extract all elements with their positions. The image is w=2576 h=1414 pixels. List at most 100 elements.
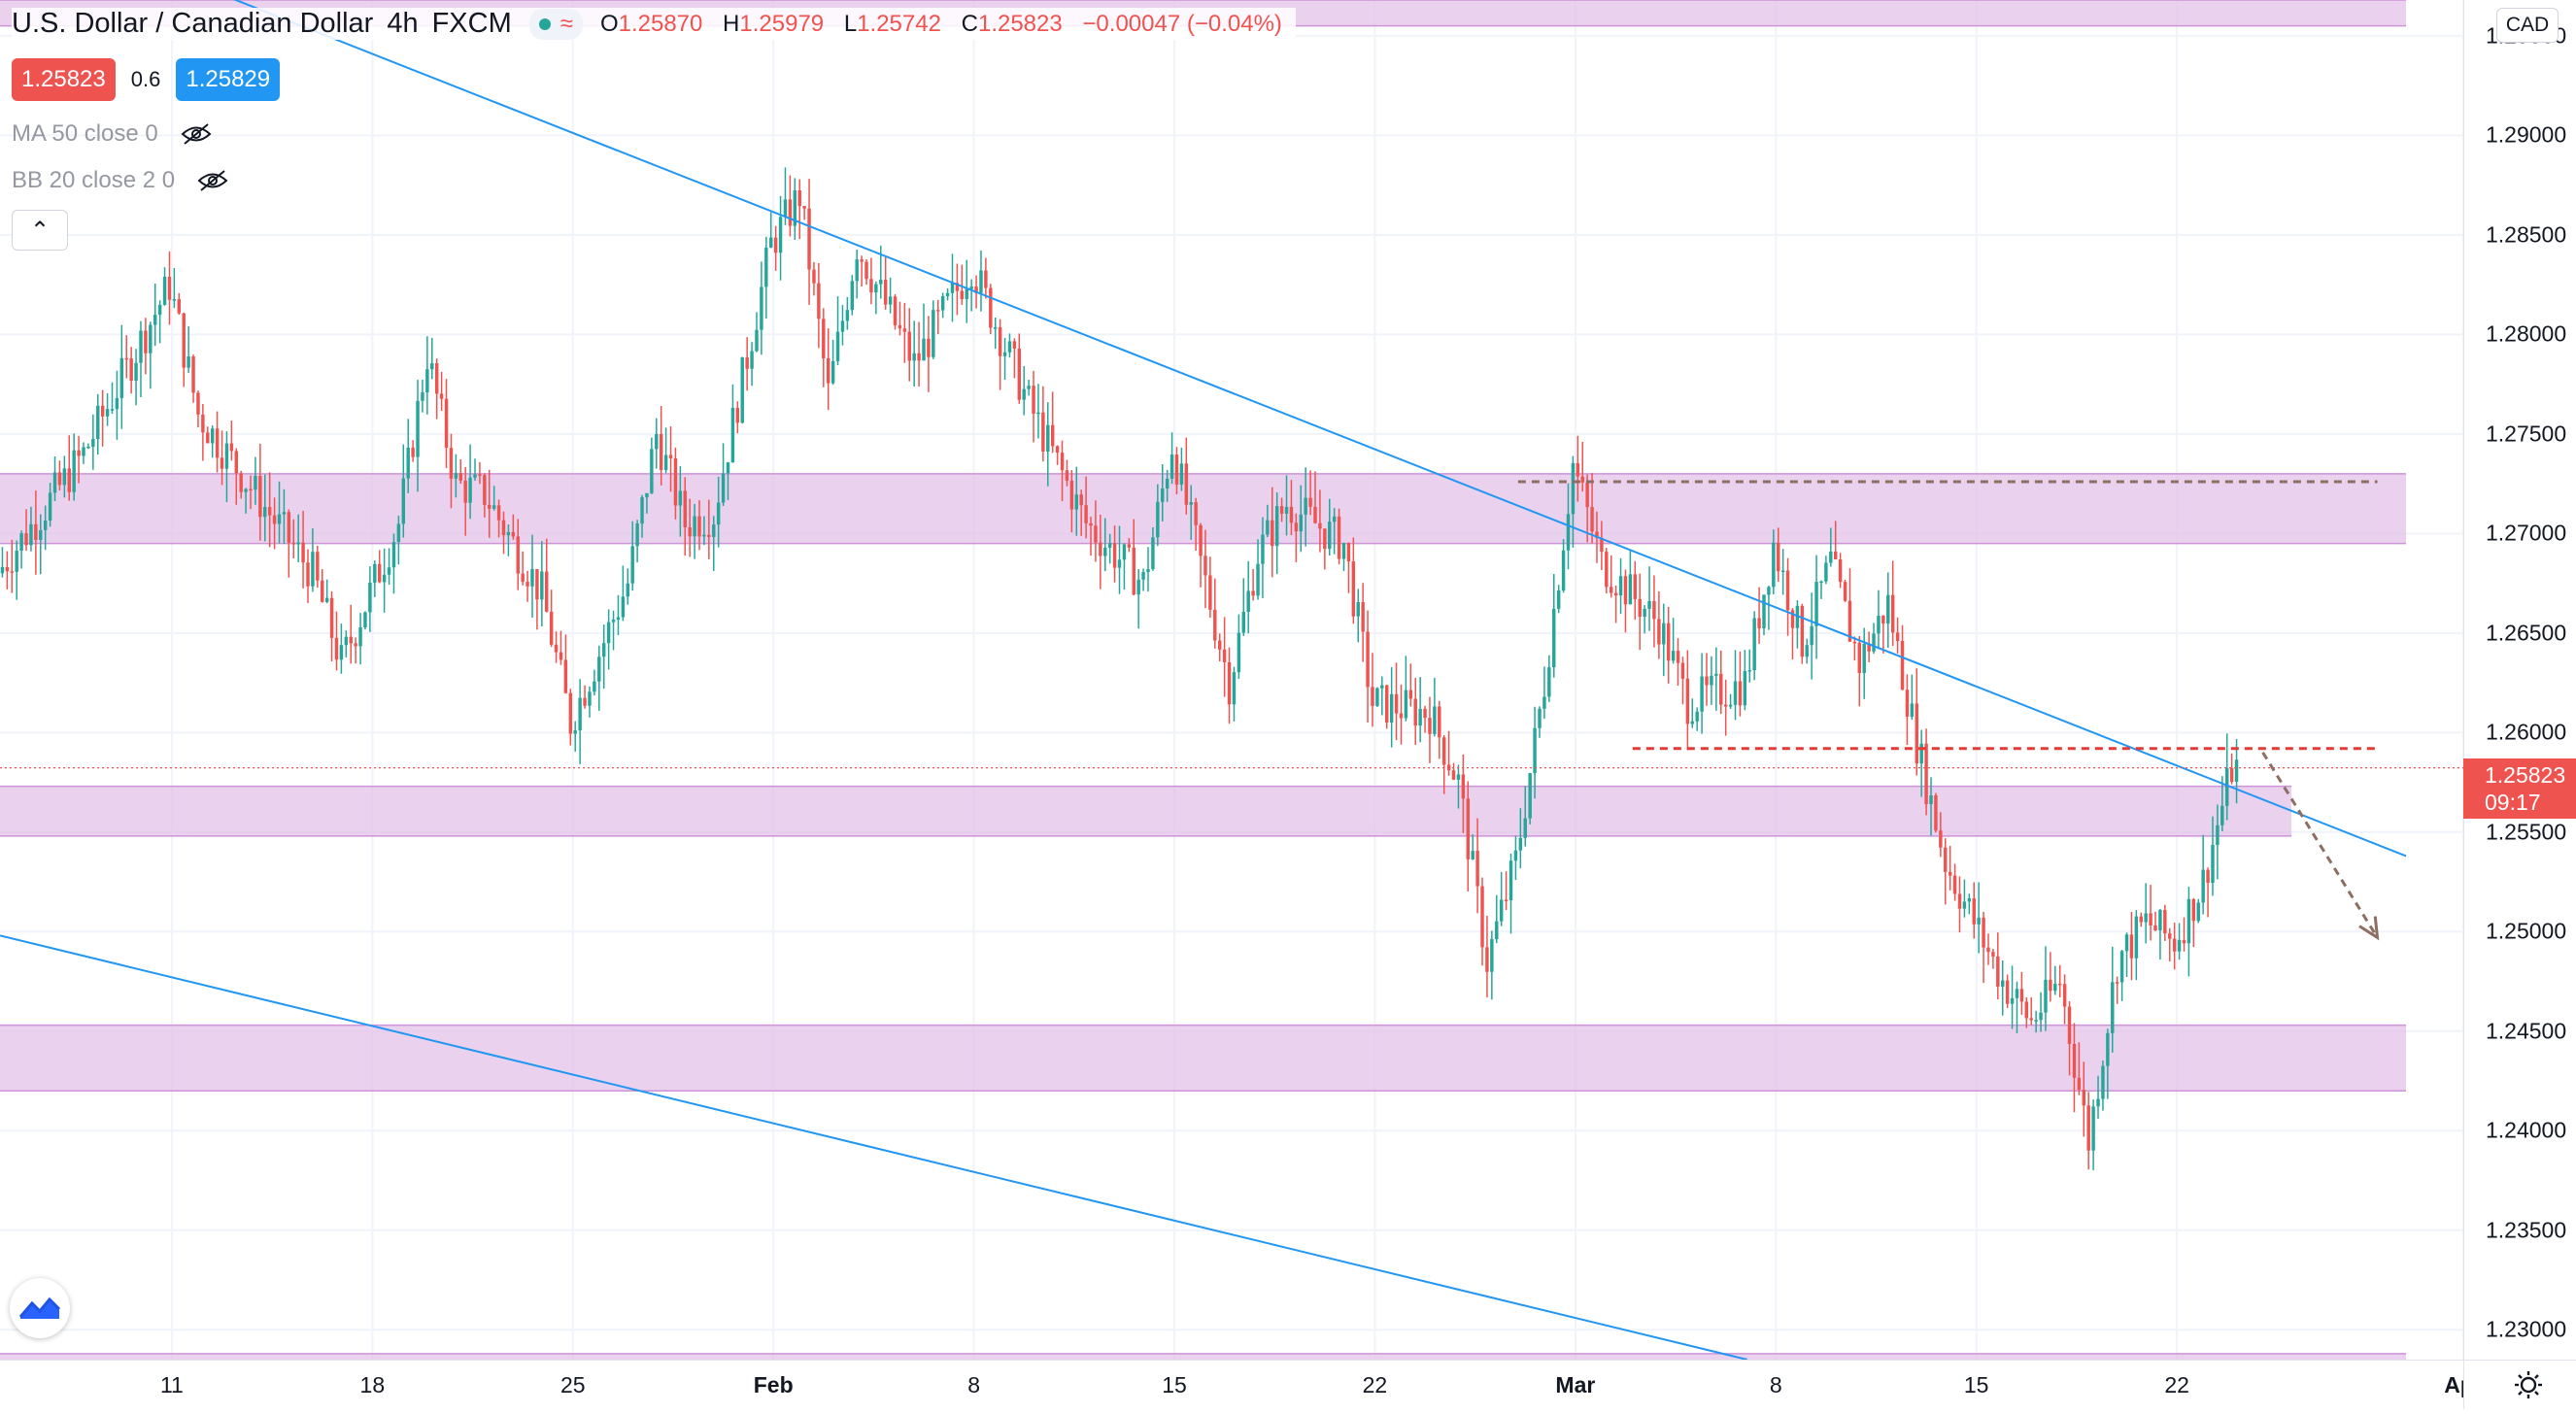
candle-body	[750, 351, 754, 369]
price-axis[interactable]: 1.295001.290001.285001.280001.275001.270…	[2463, 0, 2576, 1360]
wave-icon: ≈	[559, 10, 573, 37]
buy-button[interactable]: 1.25829	[176, 58, 281, 101]
candle-body	[2044, 979, 2048, 1013]
collapse-legend-button[interactable]: ⌃	[12, 210, 68, 251]
candle-body	[1246, 590, 1250, 612]
candle-body	[1251, 590, 1255, 596]
candle-body	[2182, 939, 2186, 944]
chart-settings[interactable]	[2463, 1360, 2576, 1409]
candle-body	[1862, 644, 1866, 673]
candle-body	[1710, 675, 1713, 686]
candle-body	[563, 659, 568, 693]
candle-body	[965, 288, 968, 299]
candle-body	[1041, 412, 1045, 452]
candle-body	[2101, 1065, 2105, 1099]
tradingview-logo[interactable]	[10, 1278, 70, 1338]
candle-body	[349, 636, 353, 644]
candle-body	[998, 327, 1002, 356]
candle-body	[869, 279, 873, 293]
close-value: 1.25823	[977, 10, 1063, 37]
candle-body	[1723, 704, 1728, 707]
candle-body	[1996, 956, 2000, 987]
eye-hidden-icon[interactable]	[196, 168, 229, 193]
price-chart[interactable]	[0, 0, 2463, 1360]
candle-body	[1810, 625, 1813, 646]
time-axis[interactable]: 111825Feb81522Mar81522Apr	[0, 1360, 2483, 1409]
candle-body	[1944, 847, 1948, 872]
eye-hidden-icon[interactable]	[180, 121, 213, 147]
candle-body	[1676, 651, 1680, 663]
market-status[interactable]: ≈	[528, 8, 583, 40]
candle-body	[2149, 913, 2152, 926]
candle-body	[1829, 551, 1833, 563]
interval-label[interactable]: 4h	[387, 8, 419, 39]
indicator-ma[interactable]: MA 50 close 0	[12, 120, 213, 148]
candle-body	[1099, 542, 1102, 556]
candle-body	[1886, 594, 1890, 624]
candle-body	[373, 563, 377, 583]
candle-body	[1007, 341, 1012, 353]
symbol-legend: U.S. Dollar / Canadian Dollar 4h FXCM ≈ …	[12, 8, 1296, 40]
projection-arrow	[2261, 752, 2379, 939]
high-value: 1.25979	[739, 10, 825, 37]
candle-body	[1490, 939, 1494, 972]
candle-body	[229, 443, 234, 452]
candle-body	[549, 611, 554, 645]
candle-body	[874, 284, 878, 293]
candle-body	[191, 356, 195, 393]
candle-body	[1027, 386, 1031, 389]
candle-body	[1433, 706, 1437, 734]
candle-body	[1852, 641, 1857, 644]
candle-body	[2049, 979, 2052, 992]
indicator-bb[interactable]: BB 20 close 2 0	[12, 167, 229, 194]
candle-body	[1495, 921, 1499, 940]
candle-body	[382, 574, 387, 583]
candle-body	[1485, 947, 1489, 972]
candle-body	[52, 472, 57, 493]
candle-body	[1986, 947, 1990, 953]
candle-body	[1441, 737, 1446, 765]
candle-body	[2039, 1012, 2043, 1021]
candle-body	[1924, 743, 1928, 805]
candle-body	[496, 505, 501, 521]
symbol-title[interactable]: U.S. Dollar / Canadian Dollar	[12, 8, 374, 39]
candle-body	[334, 637, 339, 660]
candle-body	[1939, 830, 1943, 848]
candle-body	[421, 391, 424, 401]
candle-body	[1499, 899, 1504, 922]
price-tick-label: 1.27500	[2486, 421, 2567, 447]
price-tick-label: 1.28500	[2486, 221, 2567, 248]
trend-line	[233, 0, 2407, 858]
candle-body	[1952, 875, 1957, 894]
price-zone	[0, 1025, 2407, 1092]
candle-body	[1919, 743, 1923, 764]
currency-badge[interactable]: CAD	[2496, 8, 2559, 43]
candle-body	[1036, 412, 1040, 415]
gear-icon[interactable]	[2464, 1361, 2576, 1409]
candle-body	[1857, 642, 1862, 673]
candle-body	[478, 474, 482, 477]
candle-body	[1790, 610, 1795, 628]
candle-body	[1332, 516, 1337, 522]
candle-body	[1915, 703, 1918, 764]
candle-body	[1929, 795, 1933, 805]
candlestick-series	[0, 167, 2239, 1170]
sell-button[interactable]: 1.25823	[12, 58, 116, 101]
candle-body	[196, 392, 200, 415]
candle-body	[593, 681, 596, 692]
candle-body	[29, 523, 33, 546]
supply-demand-zones	[0, 0, 2407, 1360]
candle-body	[822, 319, 826, 358]
candle-body	[439, 393, 444, 399]
candle-body	[2124, 934, 2129, 952]
candle-body	[67, 468, 71, 492]
candle-body	[488, 504, 491, 509]
price-zone	[0, 473, 2407, 544]
candle-body	[1199, 524, 1203, 556]
candle-body	[1905, 690, 1910, 717]
price-tick-label: 1.26500	[2486, 620, 2567, 646]
candle-body	[1032, 386, 1035, 414]
candle-body	[1299, 514, 1303, 532]
price-tick-label: 1.24000	[2486, 1117, 2567, 1143]
low-label: L	[843, 10, 858, 37]
